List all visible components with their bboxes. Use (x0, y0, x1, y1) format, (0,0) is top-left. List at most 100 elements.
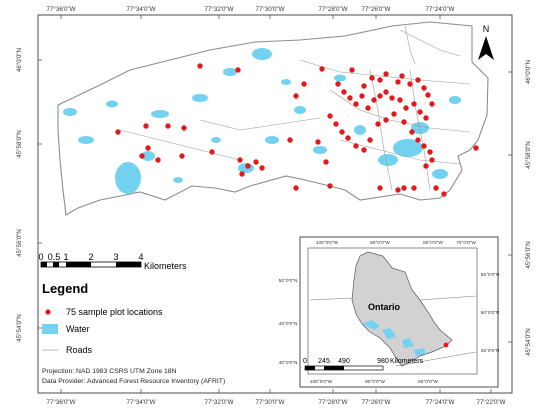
scale-unit: Kilometers (144, 261, 187, 271)
road (399, 29, 461, 57)
water-body (449, 96, 461, 104)
inset-scale-tick: 980 (377, 358, 389, 365)
top-lon-label: 77°28'0"W (319, 6, 348, 13)
water-body (294, 106, 306, 114)
right-lat-label: 45°58'0"N (525, 141, 532, 169)
sample-plot-marker (143, 123, 149, 129)
right-lat-label: 45°54'0"N (525, 328, 532, 356)
sample-plot-marker (367, 137, 373, 143)
sample-plot-marker (315, 139, 321, 145)
sample-plot-marker (415, 137, 421, 143)
inset-region-label: Ontario (368, 302, 401, 312)
sample-plot-marker (383, 117, 389, 123)
top-lon-label: 77°32'0"W (205, 6, 234, 13)
bottom-lon-label: 77°32'0"W (205, 399, 234, 406)
sample-plot-marker (323, 159, 329, 165)
water-body (313, 146, 327, 154)
legend-item-label: Roads (66, 345, 93, 355)
sample-plot-marker (361, 83, 367, 89)
top-lon-label: 77°26'0"W (362, 6, 391, 13)
water-body (78, 136, 94, 144)
inset-scale-tick: 0 (303, 358, 307, 365)
bottom-lon-label: 77°26'0"W (362, 399, 391, 406)
sample-plot-marker (115, 129, 121, 135)
scale-tick: 0.5 (48, 252, 61, 262)
water-body (354, 125, 366, 135)
top-lon-label: 77°34'0"W (127, 6, 156, 13)
sample-plot-marker (327, 183, 333, 189)
left-lat-label: 45°56'0"N (16, 229, 23, 257)
road (339, 139, 461, 165)
sample-plot-marker (293, 93, 299, 99)
sample-plot-marker (399, 73, 405, 79)
inset-lon-label: 70°0'0"W (456, 240, 476, 246)
study-area-boundary (57, 21, 489, 216)
top-lon-label: 77°24'0"W (426, 6, 455, 13)
inset-scale-unit: Kilometers (390, 358, 424, 365)
sample-plot-marker (375, 121, 381, 127)
sample-plot-marker (377, 93, 383, 99)
sample-plot-marker (391, 111, 397, 117)
sample-plot-marker (421, 85, 427, 91)
sample-plot-marker (389, 95, 395, 101)
sample-plot-marker (145, 145, 151, 151)
scale-tick: 2 (88, 252, 93, 262)
sample-plot-marker (433, 185, 439, 191)
water-body (173, 177, 183, 183)
sample-plot-marker (239, 171, 245, 177)
bottom-lon-label: 77°30'0"W (256, 399, 285, 406)
inset-scale-bar: 0 245 490 980 Kilometers (303, 358, 424, 371)
bottom-lon-label: 77°36'0"W (47, 399, 76, 406)
water-body (151, 110, 169, 118)
north-arrow: N (478, 24, 494, 60)
sample-plot-marker (425, 92, 431, 98)
north-label: N (483, 24, 490, 34)
sample-plot-marker (395, 79, 401, 85)
road-network (119, 25, 471, 191)
inset-lat-label: 40°0'0"N (279, 360, 298, 366)
inset-scale-tick: 490 (338, 358, 350, 365)
road (199, 117, 321, 131)
sample-plot-marker (293, 185, 299, 191)
graticule-labels: 77°36'0"W 77°34'0"W 77°32'0"W 77°30'0"W … (16, 6, 532, 406)
sample-plot-marker (401, 185, 407, 191)
sample-plot-marker (369, 75, 375, 81)
sample-plot-marker (421, 143, 427, 149)
sample-plot-marker (377, 185, 383, 191)
bottom-lon-label: 77°22'0"W (477, 399, 506, 406)
sample-plot-marker (427, 149, 433, 155)
projection-note: Projection: NAD 1983 CSRS UTM Zone 18N (42, 368, 177, 375)
sample-plot-layer (115, 63, 479, 197)
scale-tick: 0 (38, 252, 43, 262)
sample-plot-marker (473, 145, 479, 151)
sample-plot-marker (411, 185, 417, 191)
water-body (393, 139, 423, 157)
water-body (63, 108, 77, 116)
sample-plot-marker (235, 67, 241, 73)
sample-plot-marker (371, 97, 377, 103)
sample-plot-marker (139, 153, 145, 159)
left-lat-label: 46°0'0"N (16, 48, 23, 72)
inset-lat-label: 45°0'0"N (481, 348, 500, 354)
water-body (211, 137, 221, 143)
inset-map: Ontario 100°0'0"W 90°0'0"W 80°0'0"W 70°0… (279, 236, 500, 388)
water-body (265, 136, 279, 144)
sample-plot-marker (395, 187, 401, 193)
sample-plot-marker (429, 157, 435, 163)
sample-plot-marker (179, 153, 185, 159)
sample-plot-marker (423, 163, 429, 169)
scale-tick: 3 (113, 252, 118, 262)
scale-tick: 4 (138, 252, 143, 262)
water-body (334, 74, 346, 82)
great-lakes (362, 320, 426, 356)
water-body (141, 151, 155, 161)
sample-plot-marker (197, 63, 203, 69)
sample-plot-marker (341, 89, 347, 95)
graticule-ticks (38, 15, 512, 393)
inset-lat-label: 50°0'0"N (279, 278, 298, 284)
plot-symbol-icon (45, 309, 51, 315)
sample-plot-marker (407, 81, 413, 87)
sample-plot-marker (353, 143, 359, 149)
